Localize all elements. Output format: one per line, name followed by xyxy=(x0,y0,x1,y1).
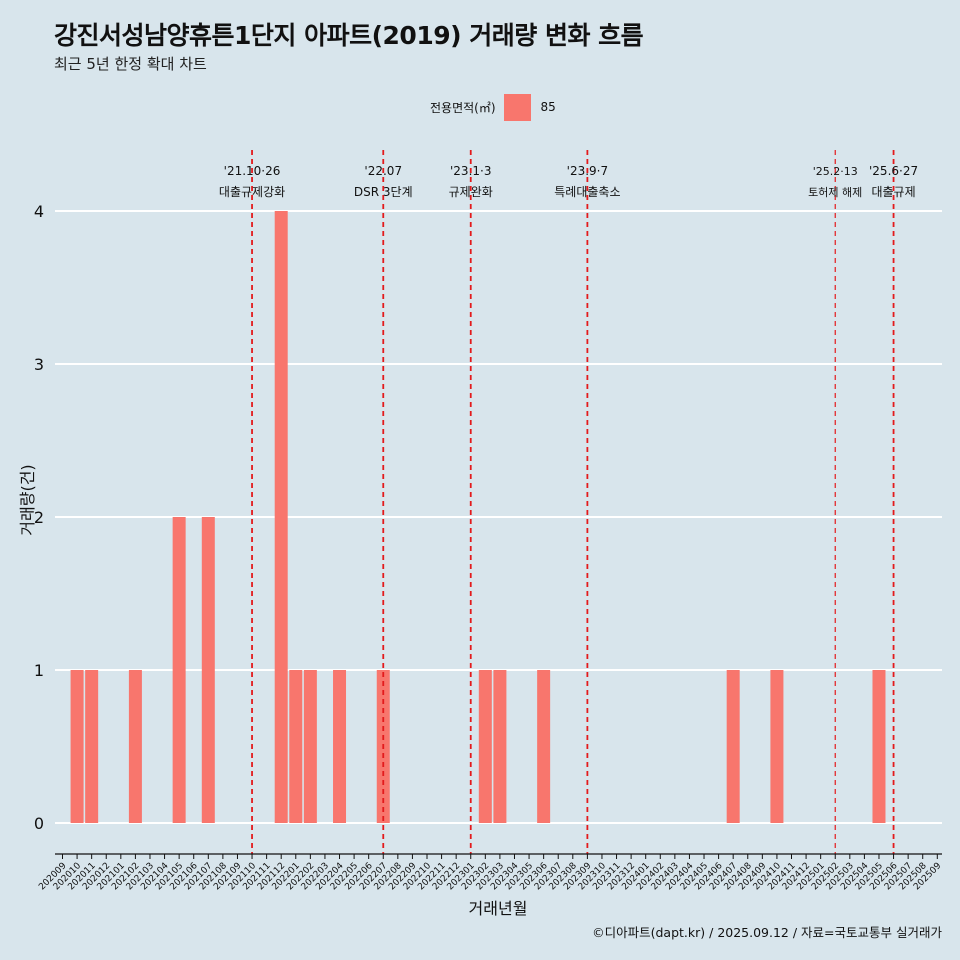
page-subtitle: 최근 5년 한정 확대 차트 xyxy=(54,55,207,73)
y-tick-label-2: 2 xyxy=(34,508,44,527)
source-caption: ©디아파트(dapt.kr) / 2025.09.12 / 자료=국토교통부 실… xyxy=(592,925,942,940)
event-label-202506: 대출규제 xyxy=(871,185,915,199)
legend-swatch-85 xyxy=(503,93,531,121)
event-label-202309: 특례대출축소 xyxy=(554,185,620,199)
bar-202105 xyxy=(172,517,186,823)
bar-202407 xyxy=(726,670,740,823)
bar-202302 xyxy=(478,670,492,823)
event-label-202207: DSR 3단계 xyxy=(354,185,413,199)
y-tick-label-0: 0 xyxy=(34,814,44,833)
legend-label-85: 85 xyxy=(540,100,556,114)
bar-202505 xyxy=(872,670,886,823)
bar-202201 xyxy=(289,670,303,823)
bar-202011 xyxy=(85,670,99,823)
y-tick-label-3: 3 xyxy=(34,355,44,374)
bar-202102 xyxy=(128,670,142,823)
bar-202410 xyxy=(770,670,784,823)
bar-202107 xyxy=(201,517,215,823)
event-date-202110: '21.10·26 xyxy=(224,164,281,178)
bar-202204 xyxy=(333,670,347,823)
y-axis-title: 거래량(건) xyxy=(18,464,37,535)
x-axis-title: 거래년월 xyxy=(469,899,528,918)
bar-202010 xyxy=(70,670,84,823)
event-date-202502: '25.2·13 xyxy=(813,165,858,178)
bar-202112 xyxy=(274,211,288,823)
legend-title: 전용면적(㎡) xyxy=(430,100,496,115)
bar-202202 xyxy=(303,670,317,823)
event-date-202309: '23.9·7 xyxy=(567,164,608,178)
event-label-202110: 대출규제강화 xyxy=(219,185,285,199)
y-tick-label-4: 4 xyxy=(34,202,44,221)
bar-202306 xyxy=(537,670,551,823)
bar-202303 xyxy=(493,670,507,823)
event-label-202301: 규제완화 xyxy=(449,185,493,199)
event-label-202502: 토허제 해제 xyxy=(808,185,862,199)
page-title: 강진서성남양휴튼1단지 아파트(2019) 거래량 변화 흐름 xyxy=(54,21,644,50)
legend: 전용면적(㎡) 85 xyxy=(430,93,556,121)
event-date-202506: '25.6·27 xyxy=(869,164,918,178)
event-date-202301: '23.1·3 xyxy=(450,164,491,178)
event-date-202207: '22.07 xyxy=(364,164,402,178)
y-tick-label-1: 1 xyxy=(34,661,44,680)
